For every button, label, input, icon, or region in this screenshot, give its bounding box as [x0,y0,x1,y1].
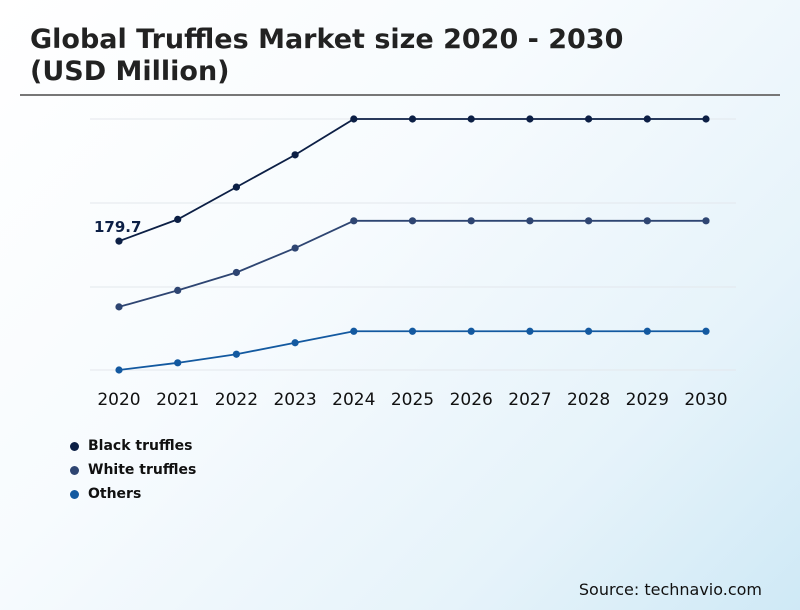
data-point-s2-1 [174,359,182,367]
legend-marker-icon [70,441,79,451]
data-point-s1-5 [408,217,417,225]
data-point-s1-9 [643,217,651,225]
x-tick-label-4: 2024 [332,390,375,410]
data-point-s2-0 [115,366,123,374]
source-label: Source: technavio.com [578,580,762,599]
x-tick-label-10: 2030 [684,390,727,410]
x-tick-label-8: 2028 [567,390,610,410]
x-tick-label-9: 2029 [626,390,669,410]
data-point-s1-8 [585,217,593,225]
data-point-s0-7 [526,115,534,123]
x-tick-label-0: 2020 [97,390,140,410]
data-point-s0-6 [467,115,475,123]
legend-marker-icon [70,465,79,475]
data-point-s1-3 [291,244,299,252]
series-line-2 [118,330,706,371]
series-line-1 [118,219,706,308]
data-point-s1-4 [350,217,358,225]
data-point-s2-6 [467,327,475,335]
data-point-s2-10 [702,327,710,335]
data-point-s0-5 [408,115,417,123]
data-label-0: 179.7 [94,218,141,236]
legend-marker-icon [70,489,79,499]
x-tick-label-5: 2025 [391,390,434,410]
data-point-s0-2 [232,183,240,191]
data-point-s1-1 [174,286,182,294]
x-tick-label-6: 2026 [450,390,493,410]
data-point-s2-7 [526,327,534,335]
chart-legend: Black truffles White truffles Others [70,434,196,506]
data-point-s0-9 [643,115,651,123]
data-point-s1-6 [467,217,475,225]
data-point-s2-4 [350,327,358,335]
data-point-s0-4 [350,115,358,123]
data-point-s2-8 [585,327,593,335]
data-point-s1-0 [115,303,123,311]
data-point-s2-5 [408,327,417,335]
x-tick-label-3: 2023 [273,390,316,410]
data-point-s1-2 [232,268,240,277]
x-tick-label-2: 2022 [215,390,258,410]
data-point-s0-10 [702,115,710,123]
legend-label: Others [88,486,142,502]
data-point-s0-1 [174,215,182,223]
legend-item-0: Black truffles [70,434,196,458]
data-point-s0-0 [115,237,123,245]
title-divider [20,94,780,96]
legend-label: White truffles [88,462,197,478]
chart-title: Global Truffles Market size 2020 - 2030 … [30,24,730,88]
data-point-s2-2 [232,350,240,358]
legend-item-1: White truffles [70,458,196,482]
legend-label: Black truffles [88,438,193,454]
x-tick-label-7: 2027 [508,390,551,410]
data-point-s1-10 [702,217,710,225]
data-point-s0-3 [291,151,299,159]
chart-title-line1: Global Truffles Market size 2020 - 2030 [30,24,624,55]
x-tick-label-1: 2021 [156,390,199,410]
data-point-s2-3 [291,339,299,347]
legend-item-2: Others [70,482,196,506]
data-point-s0-8 [585,115,593,123]
data-point-s2-9 [643,327,651,335]
data-point-s1-7 [526,217,534,225]
chart-title-line2: (USD Million) [30,56,230,87]
